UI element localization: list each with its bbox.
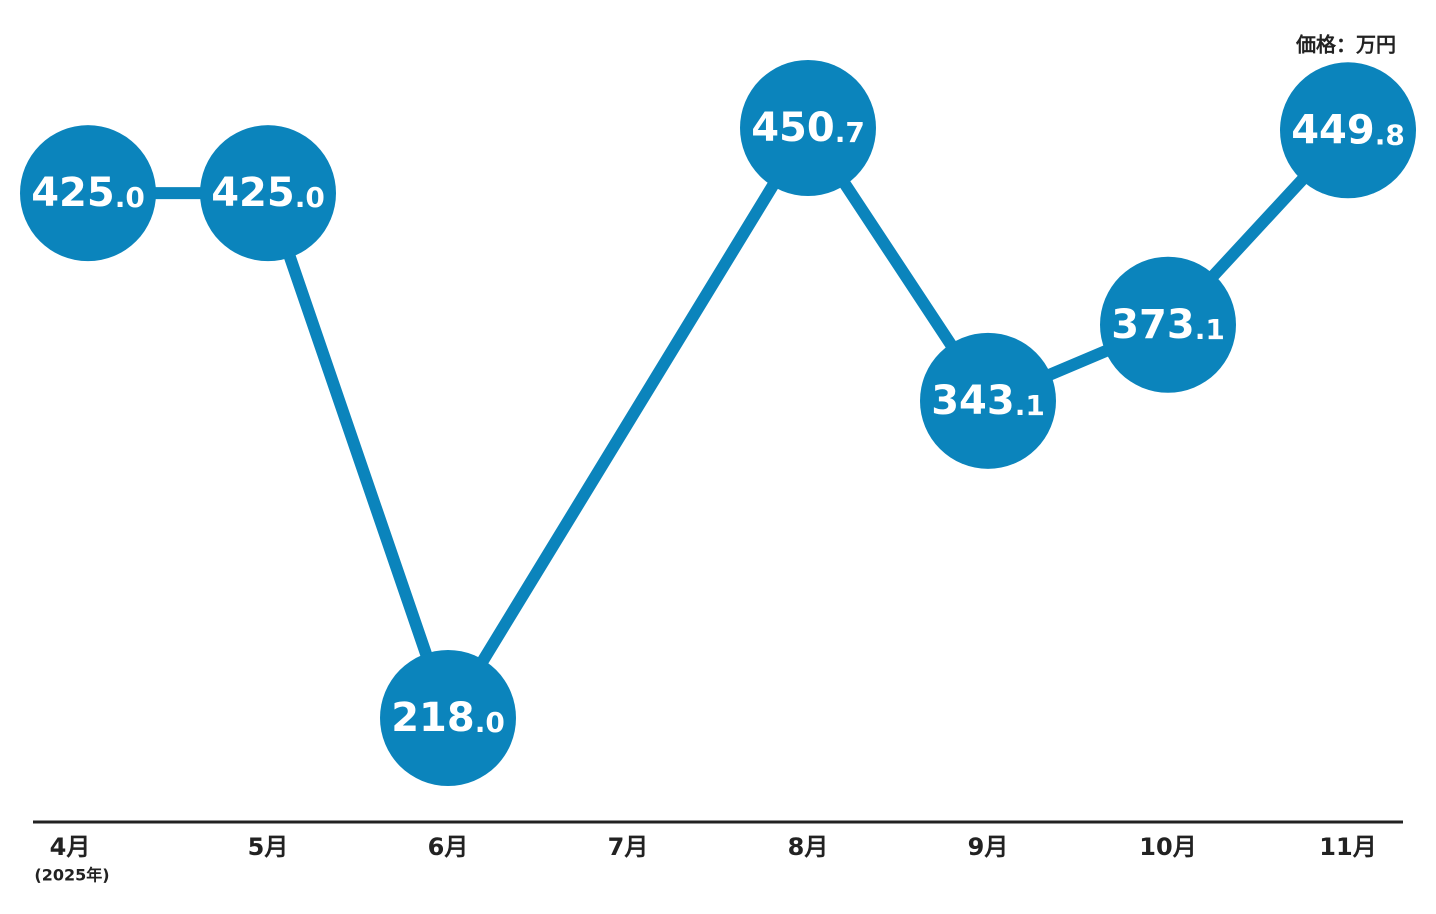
value-label: 218.0 bbox=[391, 695, 505, 741]
value-label: 450.7 bbox=[751, 105, 865, 151]
value-label: 425.0 bbox=[211, 170, 325, 216]
x-tick-note: (2025年) bbox=[34, 866, 109, 885]
point-bubble bbox=[1280, 62, 1416, 199]
point-bubble bbox=[1100, 256, 1236, 393]
value-label: 449.8 bbox=[1291, 107, 1405, 153]
x-tick-label: 4月 bbox=[50, 833, 91, 861]
x-tick-label: 9月 bbox=[968, 833, 1009, 861]
point-bubble bbox=[200, 125, 336, 262]
unit-label: 価格：万円 bbox=[1295, 33, 1396, 57]
value-label: 425.0 bbox=[31, 170, 145, 216]
value-label: 373.1 bbox=[1111, 302, 1225, 348]
point-bubble bbox=[380, 650, 516, 786]
x-tick-label: 10月 bbox=[1139, 833, 1196, 861]
x-tick-label: 7月 bbox=[608, 833, 649, 861]
x-tick-label: 11月 bbox=[1319, 833, 1376, 861]
point-bubble bbox=[920, 332, 1056, 469]
value-label: 343.1 bbox=[931, 378, 1045, 424]
point-bubble bbox=[20, 125, 156, 262]
point-bubble bbox=[740, 60, 876, 196]
x-tick-label: 5月 bbox=[248, 833, 289, 861]
line-segment bbox=[442, 122, 814, 724]
x-tick-label: 8月 bbox=[788, 833, 829, 861]
line-segment bbox=[262, 187, 454, 724]
x-tick-label: 6月 bbox=[428, 833, 469, 861]
